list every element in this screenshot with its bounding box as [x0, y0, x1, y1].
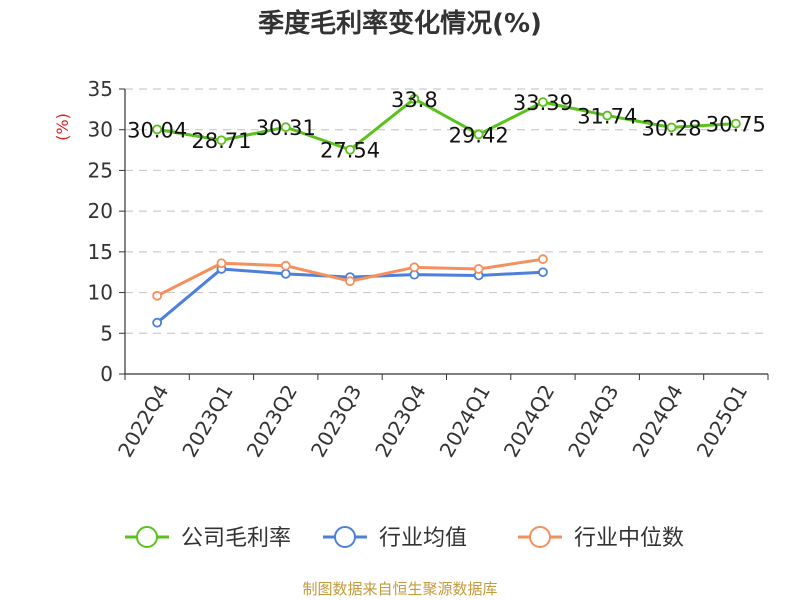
series-point: [280, 122, 291, 133]
legend-marker: [529, 526, 551, 548]
y-tick-label: 5: [100, 321, 113, 345]
legend-marker: [136, 526, 158, 548]
legend-label: 行业均值: [379, 526, 467, 551]
data-label: 30.31: [256, 116, 316, 140]
data-label: 27.54: [320, 139, 380, 163]
series-line: [156, 97, 736, 152]
y-tick-label: 20: [88, 199, 113, 223]
legend: 公司毛利率 行业均值 行业中位数: [125, 526, 684, 551]
y-tick-label: 0: [100, 362, 113, 386]
x-tick-label: 2023Q1: [177, 381, 237, 462]
series-point: [152, 290, 163, 301]
data-label: 33.39: [513, 91, 573, 115]
y-tick-label: 35: [88, 77, 113, 101]
x-tick-label: 2024Q3: [563, 381, 623, 462]
series-point: [538, 267, 548, 278]
x-tick-label: 2023Q3: [306, 381, 366, 462]
data-label: 30.75: [706, 113, 766, 137]
series-point: [538, 254, 548, 265]
series-point: [409, 262, 420, 273]
y-tick-label: 10: [88, 281, 113, 305]
source-note: 制图数据来自恒生聚源数据库: [302, 580, 497, 598]
series-point: [602, 110, 613, 121]
series-point: [730, 118, 741, 129]
x-tick-label: 2022Q4: [113, 381, 173, 462]
y-tick-label: 25: [88, 158, 113, 182]
series-point: [216, 258, 227, 269]
series-point: [345, 144, 355, 155]
series-point: [666, 122, 677, 133]
series-point: [280, 260, 291, 271]
series-point: [152, 317, 163, 328]
series-point: [345, 276, 355, 287]
data-label: 30.04: [127, 118, 187, 142]
legend-label: 行业中位数: [574, 526, 684, 551]
x-tick-label: 2023Q2: [242, 381, 302, 462]
series-point: [216, 135, 227, 146]
legend-label: 公司毛利率: [181, 526, 291, 551]
series-point: [280, 268, 291, 279]
x-tick-label: 2025Q1: [692, 381, 752, 462]
series-point: [473, 264, 484, 274]
data-label: 29.42: [449, 123, 509, 147]
data-label: 28.71: [191, 129, 251, 153]
x-tick-label: 2024Q2: [499, 381, 559, 462]
legend-marker: [334, 526, 356, 548]
data-label: 30.28: [641, 116, 701, 140]
x-tick-label: 2024Q1: [435, 381, 495, 462]
y-axis-label: (%): [53, 113, 72, 141]
series-point: [152, 124, 163, 135]
chart-title: 季度毛利率变化情况(%): [258, 8, 542, 39]
series-layer: [152, 93, 741, 328]
data-label: 33.8: [391, 88, 438, 112]
x-axis-ticks: 2022Q4 2023Q1 2023Q2 2023Q3 2023Q4 2024Q1 2024…: [113, 374, 769, 462]
series-point: [473, 129, 484, 140]
y-axis-ticks: 0 5 10 15 20 25 30 35: [88, 77, 125, 386]
y-tick-label: 15: [88, 240, 113, 264]
series-point: [409, 93, 420, 104]
series-point: [538, 97, 548, 108]
y-tick-label: 30: [88, 118, 113, 142]
data-label: 31.74: [577, 105, 637, 129]
x-tick-label: 2024Q4: [627, 381, 687, 462]
grid-lines: [125, 88, 768, 334]
x-tick-label: 2023Q4: [370, 381, 430, 462]
